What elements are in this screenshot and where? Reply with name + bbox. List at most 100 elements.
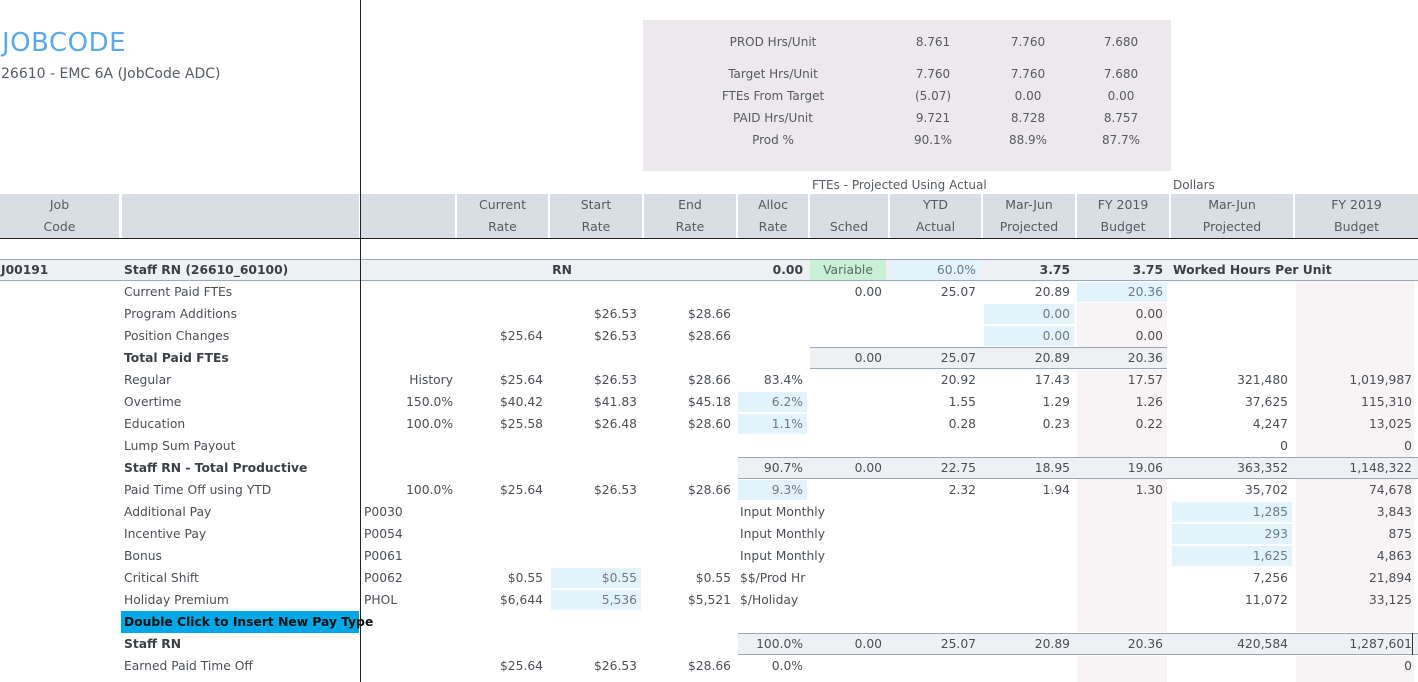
header-current-rate: Current Rate: [457, 194, 548, 238]
total-band: [738, 457, 1418, 479]
job-code: J00191: [1, 263, 49, 277]
cell-start-rate-input[interactable]: $0.55: [551, 568, 641, 588]
cell-fy2019-dollars: 115,310: [1361, 395, 1412, 409]
summary-label: Target Hrs/Unit: [728, 67, 818, 81]
cell-marjun-ftes: 20.89: [1034, 285, 1070, 299]
frozen-pane-divider: [360, 0, 361, 682]
cell-start-rate: $26.53: [593, 307, 637, 321]
ytd-input[interactable]: 60.0%: [890, 260, 980, 280]
cell-alloc-rate-input[interactable]: 6.2%: [738, 392, 807, 412]
cell-fy2019-ftes: 19.06: [1127, 461, 1163, 475]
summary-value: (5.07): [914, 89, 952, 103]
cell-marjun-dollars: 363,352: [1237, 461, 1288, 475]
summary-row-target-hrs: Target Hrs/Unit 7.760 7.760 7.680: [643, 65, 1171, 83]
header-description: [122, 194, 359, 238]
cell-marjun-ftes: 20.89: [1034, 637, 1070, 651]
cell-ytd: 22.75: [940, 461, 976, 475]
header-marjun-ftes: Mar-Jun Projected: [983, 194, 1075, 238]
cell-marjun-ftes: 0.23: [1042, 417, 1070, 431]
cell-marjun-ftes: 18.95: [1034, 461, 1070, 475]
cell-fy2019-dollars: 21,894: [1368, 571, 1412, 585]
budget-dollars-column-bg: [1296, 656, 1414, 682]
job-row-band: [0, 259, 1418, 281]
cell-fy2019-dollars: 875: [1388, 527, 1412, 541]
summary-value: 8.761: [915, 35, 951, 49]
cell-start-rate: $41.83: [593, 395, 637, 409]
summary-row-prod-pct: Prod % 90.1% 88.9% 87.7%: [643, 131, 1171, 149]
cell-alloc-rate: 100.0%: [756, 637, 803, 651]
summary-panel: PROD Hrs/Unit 8.761 7.760 7.680 Target H…: [643, 20, 1171, 171]
cell-fy2019-dollars: 1,148,322: [1349, 461, 1412, 475]
header-job-code: Job Code: [0, 194, 119, 238]
table-row: Critical Shift P0062 $0.55 $0.55 $0.55 $…: [0, 567, 1418, 589]
cell-alloc-rate-input[interactable]: 1.1%: [738, 414, 807, 434]
cell-fy2019-dollars: 4,863: [1376, 549, 1412, 563]
cell-marjun-dollars-input[interactable]: 293: [1172, 524, 1292, 544]
summary-label: PROD Hrs/Unit: [729, 35, 817, 49]
cell-current-rate: $25.64: [499, 373, 543, 387]
summary-label: Prod %: [752, 133, 794, 147]
cell-fy2019-ftes: 0.00: [1135, 329, 1163, 343]
cell-fy2019-ftes: 17.57: [1127, 373, 1163, 387]
row-label: Holiday Premium: [124, 593, 229, 607]
cell-end-rate: $5,521: [687, 593, 731, 607]
budget-column-bg: [1077, 303, 1167, 325]
sched-dropdown[interactable]: Variable: [810, 260, 886, 280]
table-row: Holiday Premium PHOL $6,644 5,536 $5,521…: [0, 589, 1418, 611]
column-group-ftes: FTEs - Projected Using Actual: [812, 178, 987, 192]
cell-marjun-ftes-input[interactable]: 0.00: [984, 326, 1074, 346]
cell-marjun-ftes-input[interactable]: 0.00: [984, 304, 1074, 324]
cell-marjun-dollars: 35,702: [1244, 483, 1288, 497]
cell-end-rate: $45.18: [687, 395, 731, 409]
summary-value: 7.680: [1103, 35, 1139, 49]
cell-alloc-method: $$/Prod Hr: [740, 571, 806, 585]
table-row: Overtime 150.0% $40.42 $41.83 $45.18 6.2…: [0, 391, 1418, 413]
cell-marjun-dollars: 7,256: [1252, 571, 1288, 585]
cell-marjun-ftes: 17.43: [1034, 373, 1070, 387]
cell-fy2019-ftes: 20.36: [1127, 351, 1163, 365]
cell-fy2019-ftes: 20.36: [1127, 637, 1163, 651]
summary-value: 0.00: [1107, 89, 1135, 103]
row-label: Lump Sum Payout: [124, 439, 236, 453]
cell-current-rate: $25.64: [499, 659, 543, 673]
cell-start-rate: $26.53: [593, 373, 637, 387]
table-row: Current Paid FTEs 0.00 25.07 20.89 20.36: [0, 281, 1418, 303]
cell-misc: 100.0%: [406, 417, 453, 431]
cell-marjun-ftes: 1.94: [1042, 483, 1070, 497]
cell-sched: 0.00: [854, 461, 882, 475]
table-row: Lump Sum Payout 0 0: [0, 435, 1418, 457]
cell-start-rate: $26.53: [593, 659, 637, 673]
cell-alloc-rate-input[interactable]: 9.3%: [738, 480, 807, 500]
cell-alloc-method: Input Monthly: [740, 549, 825, 563]
column-group-dollars: Dollars: [1173, 178, 1215, 192]
summary-value: 8.757: [1103, 111, 1139, 125]
cell-marjun-dollars: 321,480: [1237, 373, 1288, 387]
budget-dollars-column-bg: [1296, 281, 1414, 632]
cell-marjun-dollars-input[interactable]: 1,625: [1172, 546, 1292, 566]
cell-alloc-rate: 83.4%: [763, 373, 803, 387]
table-row: Bonus P0061 Input Monthly 1,625 4,863: [0, 545, 1418, 567]
cell-fy2019-dollars: 0: [1404, 659, 1412, 673]
cell-fy2019-ftes: 1.26: [1135, 395, 1163, 409]
cell-sched: 0.00: [854, 351, 882, 365]
cell-pay-code: P0054: [364, 527, 403, 541]
cell-ytd: 20.92: [940, 373, 976, 387]
cell-fy2019-ftes-input[interactable]: 20.36: [1077, 282, 1167, 302]
row-label: Additional Pay: [124, 505, 212, 519]
row-label: Earned Paid Time Off: [124, 659, 253, 673]
row-label: Incentive Pay: [124, 527, 207, 541]
cell-current-rate: $25.64: [499, 483, 543, 497]
summary-value: 87.7%: [1101, 133, 1141, 147]
cell-current-rate: $0.55: [507, 571, 543, 585]
cell-end-rate: $28.66: [687, 659, 731, 673]
summary-value: 7.680: [1103, 67, 1139, 81]
cell-marjun-ftes: 20.89: [1034, 351, 1070, 365]
row-label: Regular: [124, 373, 172, 387]
cell-start-rate-input[interactable]: 5,536: [551, 590, 641, 610]
header-misc: [361, 194, 455, 238]
cell-end-rate: $28.66: [687, 373, 731, 387]
cell-marjun-dollars-input[interactable]: 1,285: [1172, 502, 1292, 522]
job-row[interactable]: J00191 Staff RN (26610_60100) RN 0.00 Va…: [0, 259, 1418, 281]
insert-new-pay-type-button[interactable]: Double Click to Insert New Pay Type: [121, 611, 373, 633]
summary-label: FTEs From Target: [721, 89, 825, 103]
